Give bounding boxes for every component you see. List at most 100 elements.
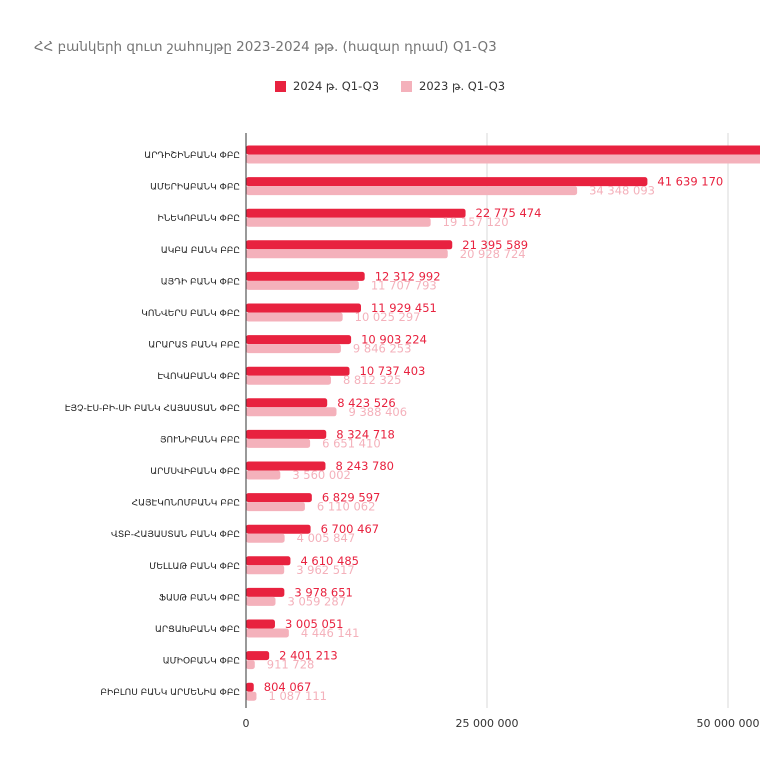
category-label: ԱՐԱՐԱՏ ԲԱՆԿ ԲԲԸ	[148, 341, 240, 351]
bar-2024	[246, 651, 270, 661]
x-tick-label: 0	[243, 717, 250, 730]
data-label-2023: 8 812 325	[343, 373, 402, 387]
bar-2023	[246, 407, 337, 417]
bar-2023	[246, 154, 760, 164]
bar-2023	[246, 344, 341, 354]
data-label-2023: 911 728	[267, 658, 315, 672]
category-label: ԱՐԴԻՇԻՆԲԱՆԿ ՓԲԸ	[144, 151, 240, 161]
category-label: ԻՆԵԿՈԲԱՆԿ ՓԲԸ	[157, 214, 240, 224]
data-label-2024: 4 610 485	[300, 554, 359, 568]
category-label: ԱՅԴԻ ԲԱՆԿ ՓԲԸ	[161, 277, 240, 287]
bar-2024	[246, 587, 285, 597]
data-label-2024: 12 312 992	[375, 269, 441, 283]
bar-2023	[246, 660, 255, 670]
data-label-2023: 10 025 297	[355, 310, 421, 324]
category-label: ԱՐՄՍՎԻԲԱՆԿ ՓԲԸ	[150, 467, 240, 477]
category-label: ԱՄԻՕԲԱՆԿ ՓԲԸ	[163, 657, 240, 667]
data-label-2023: 9 846 253	[353, 342, 412, 356]
bar-2023	[246, 217, 431, 227]
category-label: ՅՈՒՆԻԲԱՆԿ ԲԲԸ	[160, 435, 240, 445]
bar-2024	[246, 303, 361, 313]
bar-2024	[246, 240, 453, 250]
bar-2024	[246, 335, 352, 345]
data-label-2024: 8 243 780	[335, 459, 394, 473]
data-label-2024: 6 700 467	[321, 522, 380, 536]
data-label-2024: 8 423 526	[337, 396, 396, 410]
bar-2024	[246, 366, 350, 376]
bar-2023	[246, 502, 305, 512]
bar-2023	[246, 533, 285, 543]
data-label-2024: 11 929 451	[371, 301, 437, 315]
bar-2024	[246, 145, 760, 155]
data-label-2023: 34 348 093	[589, 184, 655, 198]
data-label-2024: 21 395 589	[462, 238, 528, 252]
bar-2023	[246, 375, 331, 385]
legend-label-2024: 2024 թ. Q1-Q3	[293, 79, 380, 93]
bar-2024	[246, 398, 328, 408]
bar-2023	[246, 249, 448, 259]
bar-2024	[246, 524, 311, 534]
data-label-2023: 9 388 406	[349, 405, 408, 419]
bar-2024	[246, 682, 254, 692]
data-label-2023: 3 059 287	[287, 594, 346, 608]
data-label-2024: 10 737 403	[360, 364, 426, 378]
bar-2023	[246, 312, 343, 322]
x-tick-label: 50 000 000	[697, 717, 760, 730]
bar-2023	[246, 280, 359, 290]
category-label: ԷՎՈԿԱԲԱՆԿ ՓԲԸ	[157, 372, 240, 382]
category-label: ՖԱՍԹ ԲԱՆԿ ՓԲԸ	[159, 593, 240, 603]
category-label: ԿՈՆՎԵՐՍ ԲԱՆԿ ՓԲԸ	[141, 309, 240, 319]
data-label-2024: 804 067	[264, 680, 312, 694]
data-label-2024: 6 829 597	[322, 491, 381, 505]
category-label: ԱՐՑԱԽԲԱՆԿ ՓԲԸ	[155, 625, 240, 635]
data-label-2023: 4 446 141	[301, 626, 360, 640]
data-label-2024: 41 639 170	[657, 175, 723, 189]
legend-item-2023: 2023 թ. Q1-Q3	[401, 79, 505, 93]
bar-2023	[246, 691, 257, 701]
data-label-2023: 3 560 002	[292, 468, 351, 482]
bar-2023	[246, 565, 285, 575]
legend-label-2023: 2023 թ. Q1-Q3	[419, 79, 506, 93]
bar-2023	[246, 186, 578, 196]
chart-title: ՀՀ բանկերի զուտ շահույթը 2023-2024 թթ. (…	[34, 39, 497, 55]
data-label-2023: 4 005 847	[297, 531, 356, 545]
data-label-2023: 3 962 517	[296, 563, 355, 577]
category-label: ՀԱՅԷԿՈՆՈՄԲԱՆԿ ԲԲԸ	[132, 499, 240, 509]
data-label-2024: 3 978 651	[294, 585, 353, 599]
data-label-2024: 3 005 051	[285, 617, 344, 631]
bar-2024	[246, 619, 275, 629]
data-label-2023: 11 707 793	[371, 278, 437, 292]
data-label-2023: 6 651 410	[322, 436, 381, 450]
bar-2024	[246, 429, 327, 439]
legend-swatch-2023	[401, 80, 413, 92]
bar-2023	[246, 596, 276, 606]
data-label-2023: 1 087 111	[268, 689, 327, 703]
bar-2023	[246, 438, 311, 448]
bar-2024	[246, 208, 466, 218]
bar-2024	[246, 177, 648, 187]
data-label-2023: 20 928 724	[460, 247, 526, 261]
x-tick-label: 25 000 000	[456, 717, 519, 730]
legend-item-2024: 2024 թ. Q1-Q3	[275, 79, 379, 93]
category-label: ՄԵԼԼԱԹ ԲԱՆԿ ՓԲԸ	[149, 562, 240, 572]
category-label: ԲԻԲԼՈՍ ԲԱՆԿ ԱՐՄԵՆԻԱ ՓԲԸ	[100, 688, 240, 698]
legend-swatch-2024	[275, 80, 286, 92]
bar-2024	[246, 271, 365, 281]
data-label-2023: 19 157 120	[443, 215, 509, 229]
bar-2024	[246, 493, 312, 503]
legend: 2024 թ. Q1-Q3 2023 թ. Q1-Q3	[275, 79, 527, 93]
data-label-2024: 22 775 474	[476, 206, 542, 220]
category-label: ԱԿԲԱ ԲԱՆԿ ԲԲԸ	[161, 246, 240, 256]
data-label-2024: 8 324 718	[336, 427, 395, 441]
bar-2024	[246, 556, 291, 566]
bar-2023	[246, 470, 281, 480]
category-label: ԱՄԵՐԻԱԲԱՆԿ ՓԲԸ	[150, 183, 240, 193]
bar-2023	[246, 628, 289, 638]
category-label: ՎՏԲ-ՀԱՅԱՍՏԱՆ ԲԱՆԿ ՓԲԸ	[111, 530, 240, 540]
category-label: ԷՅՉ-ԷՍ-ԲԻ-ՍԻ ԲԱՆԿ ՀԱՅԱՍՏԱՆ ՓԲԸ	[65, 404, 240, 414]
bar-2024	[246, 461, 326, 471]
data-label-2024: 2 401 213	[279, 649, 338, 663]
data-label-2023: 6 110 062	[317, 500, 376, 514]
